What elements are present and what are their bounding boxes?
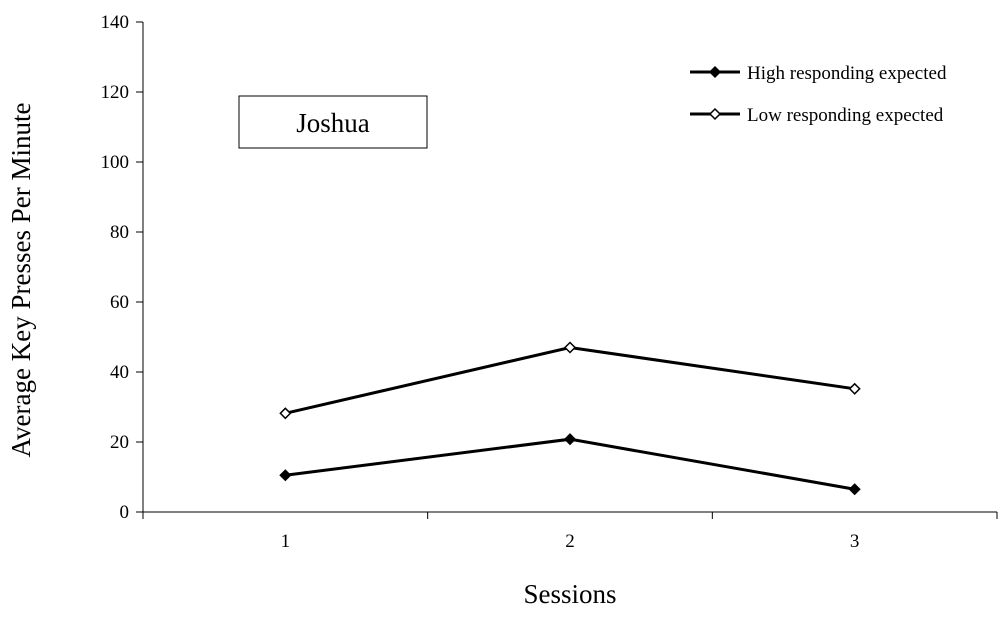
y-tick-label: 80 (110, 222, 129, 243)
y-tick-label: 100 (101, 152, 130, 173)
legend-label: High responding expected (747, 63, 947, 84)
y-tick-label: 40 (110, 362, 129, 383)
y-tick-label: 0 (120, 502, 130, 523)
series-line (284, 345, 855, 415)
legend: High responding expected Low responding e… (690, 63, 947, 126)
y-tick-label: 60 (110, 292, 129, 313)
x-tick-label: 3 (850, 531, 860, 552)
data-point (563, 341, 577, 354)
series-layer (279, 341, 861, 496)
series-2 (279, 341, 861, 420)
x-tick-label: 2 (565, 531, 575, 552)
series-1 (279, 433, 861, 496)
legend-label: Low responding expected (747, 105, 944, 126)
data-point (563, 433, 577, 446)
legend-item: Low responding expected (690, 105, 944, 126)
data-point (848, 483, 861, 496)
annotation-label: Joshua (296, 108, 370, 138)
y-tick-label: 120 (101, 82, 130, 103)
annotation-box: Joshua (238, 95, 428, 149)
legend-item: High responding expected (690, 63, 947, 84)
y-axis-label: Average Key Presses Per Minute (6, 103, 36, 458)
x-tick-label: 1 (281, 531, 291, 552)
data-point (848, 382, 861, 395)
axes: 0 20 40 60 80 100 120 140 1 2 3 (101, 12, 998, 552)
legend-marker (708, 107, 722, 121)
y-tick-label: 20 (110, 432, 129, 453)
data-point (279, 469, 292, 482)
series-line (285, 437, 855, 491)
legend-marker (708, 65, 722, 79)
y-tick-label: 140 (101, 12, 130, 33)
data-point (279, 407, 292, 420)
x-axis-label: Sessions (523, 579, 616, 609)
